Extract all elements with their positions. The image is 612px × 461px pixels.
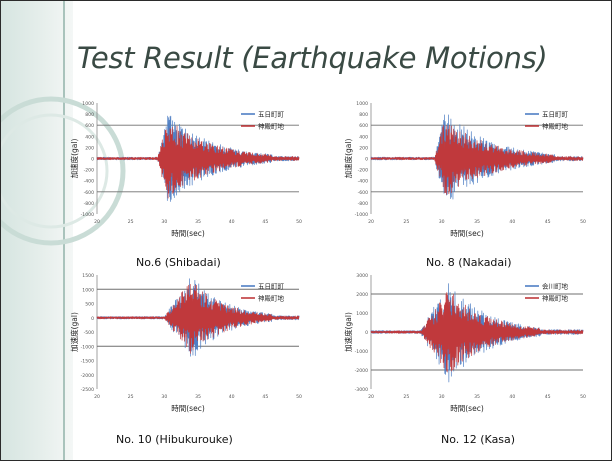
y-axis-label: 加速度(gal) [343,139,353,179]
x-tick-label: 30 [439,219,445,225]
y-tick-label: 1000 [82,101,94,107]
y-tick-label: -1000 [81,344,94,350]
y-axis-label: 加速度(gal) [69,139,79,179]
x-tick-label: 25 [128,219,134,225]
left-decor-line [63,1,65,460]
series-line-2 [96,125,300,199]
legend-label: 神殿町地 [542,121,569,130]
x-tick-label: 50 [580,219,586,225]
x-tick-label: 20 [368,219,374,225]
caption-hibukurouke: No. 10 (Hibukurouke) [116,433,233,446]
y-tick-label: 600 [359,123,368,129]
y-tick-label: 1500 [82,273,94,279]
x-tick-label: 40 [509,219,515,225]
y-tick-label: -500 [84,330,95,336]
y-tick-label: -1000 [355,349,368,355]
legend-label: 神殿町地 [542,293,569,302]
x-tick-label: 50 [296,219,302,225]
x-axis-label: 時間(sec) [450,404,484,413]
y-tick-label: 3000 [356,273,368,279]
x-tick-label: 45 [545,394,551,400]
x-tick-label: 50 [580,394,586,400]
x-tick-label: 40 [229,219,235,225]
y-tick-label: 0 [365,157,368,163]
caption-nakadai: No. 8 (Nakadai) [426,256,512,269]
y-tick-label: 0 [91,316,94,322]
y-tick-label: 800 [85,112,94,118]
y-tick-label: 800 [359,112,368,118]
caption-kasa: No. 12 (Kasa) [441,433,516,446]
y-tick-label: -1000 [81,212,94,218]
x-tick-label: 35 [474,394,480,400]
y-tick-label: 1000 [356,311,368,317]
caption-shibadai: No.6 (Shibadai) [136,256,221,269]
y-tick-label: -2500 [81,387,94,393]
chart-nakadai: 1000 800 600 400 200 0 -200 -400 -600 -800 -100020… [343,101,586,238]
y-tick-label: -200 [84,168,95,174]
y-tick-label: -1000 [355,212,368,218]
series-line-2 [370,292,584,373]
x-axis-label: 時間(sec) [171,229,205,238]
series-line-2 [370,125,584,195]
x-tick-label: 45 [545,219,551,225]
x-tick-label: 20 [368,394,374,400]
legend-label: 五日町町 [542,110,569,118]
y-tick-label: 2000 [356,292,368,298]
y-tick-label: -1500 [81,359,94,365]
y-tick-label: -400 [358,179,369,185]
y-tick-label: 0 [91,157,94,163]
y-axis-label: 加速度(gal) [343,312,353,352]
circle-decor-icon [1,96,126,246]
y-tick-label: 0 [365,330,368,336]
x-tick-label: 40 [229,394,235,400]
x-tick-label: 25 [403,394,409,400]
legend-label: 五日町町 [258,282,285,290]
x-axis-label: 時間(sec) [450,229,484,238]
legend-label: 五日町町 [258,110,285,118]
x-tick-label: 30 [161,219,167,225]
chart-shibadai: 1000 800 600 400 200 0 -200 -400 -600 -800 -100020… [69,101,302,238]
y-tick-label: -800 [358,201,369,207]
y-tick-label: -600 [358,190,369,196]
y-tick-label: 1000 [82,287,94,293]
x-tick-label: 20 [94,394,100,400]
x-tick-label: 25 [403,219,409,225]
legend-label: 会川町地 [542,281,569,290]
y-tick-label: -600 [84,190,95,196]
x-tick-label: 35 [195,394,201,400]
legend-label: 神殿町地 [258,293,285,302]
x-tick-label: 35 [195,219,201,225]
y-axis-label: 加速度(gal) [69,312,79,352]
y-tick-label: -2000 [81,373,94,379]
x-tick-label: 20 [94,219,100,225]
y-tick-label: -2000 [355,368,368,374]
y-tick-label: 200 [85,145,94,151]
y-tick-label: 500 [85,302,94,308]
x-tick-label: 30 [161,394,167,400]
y-tick-label: 400 [85,134,94,140]
y-tick-label: -200 [358,168,369,174]
series-line-2 [96,284,300,354]
y-tick-label: 400 [359,134,368,140]
y-tick-label: -3000 [355,387,368,393]
y-tick-label: -800 [84,201,95,207]
x-tick-label: 35 [474,219,480,225]
slide-title: Test Result (Earthquake Motions) [77,41,548,75]
x-tick-label: 40 [509,394,515,400]
y-tick-label: 1000 [356,101,368,107]
y-tick-label: 200 [359,145,368,151]
x-tick-label: 50 [296,394,302,400]
legend-label: 神殿町地 [258,121,285,130]
x-tick-label: 45 [262,219,268,225]
x-axis-label: 時間(sec) [171,404,205,413]
x-tick-label: 25 [128,394,134,400]
x-tick-label: 45 [262,394,268,400]
y-tick-label: 600 [85,123,94,129]
y-tick-label: -400 [84,179,95,185]
x-tick-label: 30 [439,394,445,400]
